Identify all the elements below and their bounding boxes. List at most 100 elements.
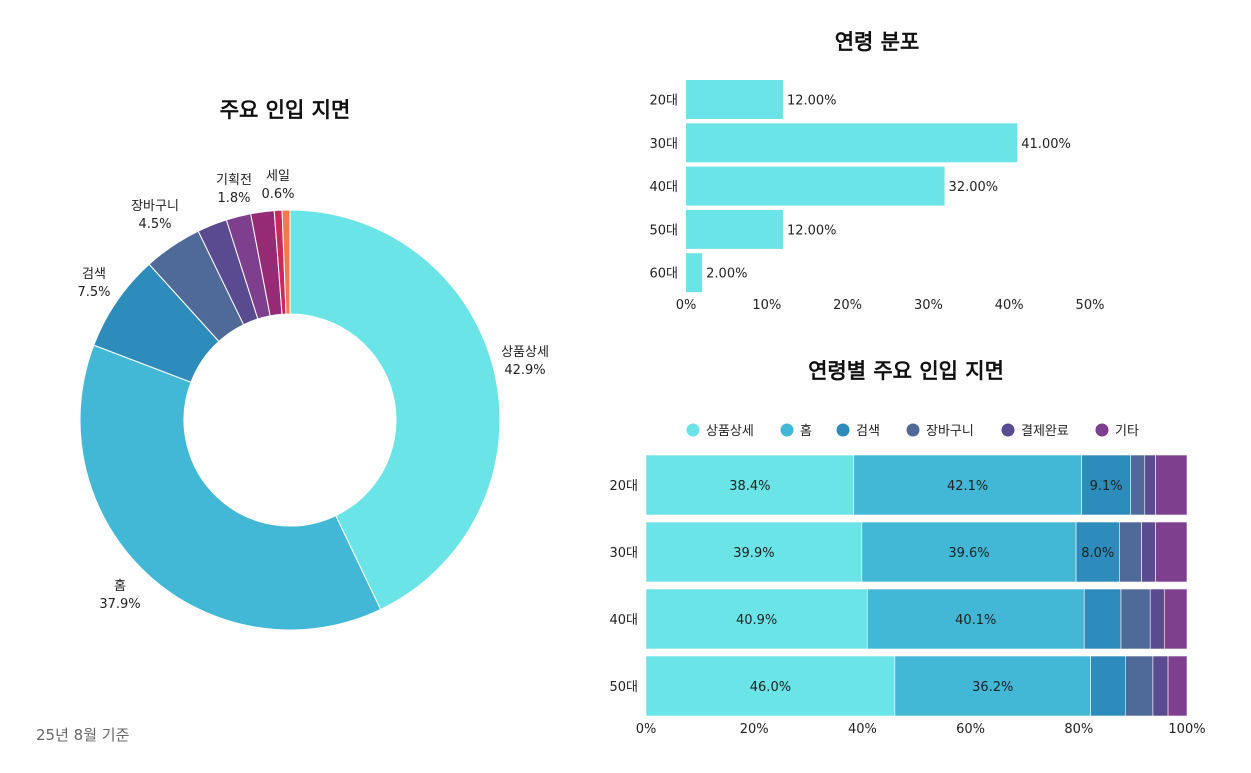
donut-slice-value: 37.9%	[99, 597, 140, 612]
age-inflow-stacked-chart: 연령별 주요 인입 지면 상품상세 홈 검색 장바구니 결제완료 기타 38.4% 42.1…	[609, 359, 1205, 737]
stacked-segment	[1155, 454, 1188, 516]
stacked-segment	[853, 454, 1082, 516]
stacked-segment-label: 40.9%	[736, 613, 777, 628]
stacked-segment-label: 39.9%	[733, 546, 774, 561]
donut-chart: 주요 인입 지면 상품상세 42.9% 홈 37.9% 검색 7.5% 장바구니 4.5% 기획…	[77, 98, 549, 631]
stacked-segment	[1081, 454, 1132, 516]
age-category-label: 20대	[649, 94, 678, 109]
donut-slice	[79, 344, 382, 631]
stacked-chart-title: 연령별 주요 인입 지면	[808, 359, 1004, 383]
stacked-segment	[645, 588, 868, 650]
stacked-segment-label: 39.6%	[948, 546, 989, 561]
donut-slices	[79, 209, 501, 631]
age-category-label: 40대	[649, 180, 678, 195]
age-axis: 20대 30대 40대 50대 60대 0% 10% 20% 30% 40% 50%	[649, 94, 1104, 314]
donut-slice-label: 상품상세	[501, 345, 549, 360]
age-x-tick: 30%	[914, 298, 943, 313]
legend-marker	[836, 423, 850, 437]
stacked-segment	[1167, 655, 1188, 717]
age-x-tick: 0%	[676, 298, 697, 313]
donut-slice-value: 7.5%	[77, 285, 110, 300]
age-category-label: 50대	[649, 223, 678, 238]
age-bar-value: 41.00%	[1021, 137, 1071, 152]
stacked-bars: 38.4% 42.1% 9.1% 39.9% 39.6% 8.0% 40.9% 40.1% 46…	[645, 454, 1188, 717]
stacked-x-tick: 100%	[1168, 722, 1205, 737]
stacked-segment	[645, 655, 896, 717]
age-bar-value: 12.00%	[787, 94, 837, 109]
footnote: 25년 8월 기준	[36, 726, 130, 744]
stacked-segment-label: 46.0%	[750, 680, 791, 695]
donut-slice-value: 1.8%	[217, 191, 250, 206]
age-x-tick: 40%	[995, 298, 1024, 313]
age-x-tick: 10%	[752, 298, 781, 313]
stacked-segment	[1125, 655, 1154, 717]
legend-label: 상품상세	[706, 424, 754, 439]
stacked-segment	[645, 521, 863, 583]
stacked-segment-label: 36.2%	[972, 680, 1013, 695]
stacked-segment	[1119, 521, 1142, 583]
donut-slice-value: 0.6%	[261, 187, 294, 202]
age-chart-title: 연령 분포	[835, 30, 920, 54]
stacked-segment	[1090, 655, 1126, 717]
stacked-segment	[861, 521, 1077, 583]
stacked-category-label: 20대	[609, 479, 638, 494]
stacked-segment	[1163, 588, 1188, 650]
stacked-segment	[1130, 454, 1146, 516]
donut-slice-value: 42.9%	[504, 363, 545, 378]
legend-marker	[1001, 423, 1015, 437]
stacked-segment-label: 40.1%	[955, 613, 996, 628]
age-category-label: 60대	[649, 267, 678, 282]
age-bar-value: 12.00%	[787, 223, 837, 238]
age-x-tick: 50%	[1076, 298, 1105, 313]
stacked-segment-label: 42.1%	[947, 479, 988, 494]
stacked-segment	[1149, 588, 1165, 650]
stacked-segment	[1155, 521, 1188, 583]
stacked-segment	[645, 454, 855, 516]
donut-labels: 상품상세 42.9% 홈 37.9% 검색 7.5% 장바구니 4.5% 기획전 1.8% 세일 0.…	[77, 169, 548, 612]
stacked-category-label: 50대	[609, 680, 638, 695]
donut-slice-label: 장바구니	[131, 199, 179, 214]
donut-slice-label: 세일	[266, 169, 290, 184]
age-distribution-chart: 연령 분포 12.00% 41.00% 32.00% 12.00% 2.00% 20대 3…	[649, 30, 1104, 313]
donut-slice-label: 검색	[82, 267, 106, 282]
donut-slice-value: 4.5%	[138, 217, 171, 232]
stacked-segment	[1120, 588, 1151, 650]
stacked-segment-label: 9.1%	[1090, 479, 1123, 494]
stacked-segment	[1141, 521, 1156, 583]
age-bar	[686, 80, 783, 119]
stacked-segment	[1083, 588, 1122, 650]
stacked-category-label: 40대	[609, 613, 638, 628]
age-bar	[686, 166, 945, 206]
legend-marker	[780, 423, 794, 437]
legend-marker	[686, 423, 700, 437]
legend-label: 결제완료	[1021, 424, 1069, 439]
stacked-segment-label: 38.4%	[729, 479, 770, 494]
age-bar-value: 32.00%	[949, 180, 999, 195]
stacked-category-label: 30대	[609, 546, 638, 561]
stacked-segment	[1144, 454, 1156, 516]
legend-marker	[1095, 423, 1109, 437]
stacked-segment-label: 8.0%	[1081, 546, 1114, 561]
age-bar	[686, 123, 1018, 163]
stacked-x-tick: 0%	[636, 722, 657, 737]
stacked-x-tick: 20%	[740, 722, 769, 737]
stacked-legend: 상품상세 홈 검색 장바구니 결제완료 기타	[686, 423, 1139, 439]
stacked-segment	[1075, 521, 1120, 583]
age-category-label: 30대	[649, 137, 678, 152]
stacked-segment	[866, 588, 1085, 650]
age-bar-value: 2.00%	[706, 267, 747, 282]
stacked-x-tick: 60%	[956, 722, 985, 737]
age-bars: 12.00% 41.00% 32.00% 12.00% 2.00%	[686, 80, 1071, 293]
donut-slice-label: 기획전	[216, 173, 252, 188]
age-bar	[686, 209, 783, 249]
legend-marker	[906, 423, 920, 437]
stacked-x-tick: 80%	[1064, 722, 1093, 737]
stacked-axis: 20대 30대 40대 50대 0% 20% 40% 60% 80% 100%	[609, 479, 1205, 737]
stacked-x-tick: 40%	[848, 722, 877, 737]
stacked-segment	[1152, 655, 1169, 717]
legend-label: 검색	[856, 424, 880, 439]
donut-slice-label: 홈	[114, 579, 126, 594]
legend-label: 홈	[800, 424, 812, 439]
donut-slice	[281, 209, 291, 315]
